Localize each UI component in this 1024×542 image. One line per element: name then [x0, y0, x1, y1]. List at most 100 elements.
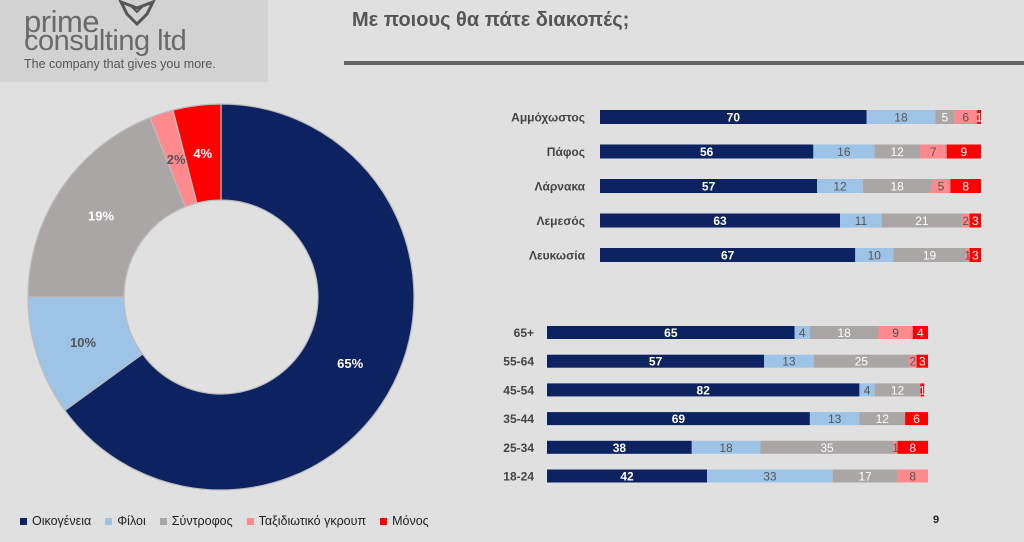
logo: prime consulting ltd The company that gi…: [0, 0, 268, 82]
bars-age-value-label: 18: [719, 441, 733, 455]
bars-region-value-label: 70: [727, 111, 741, 125]
bars-region-category-label: Λευκωσία: [529, 249, 586, 263]
bars-region-value-label: 5: [941, 111, 948, 125]
bars-age-bar-alone: [905, 412, 928, 426]
legend-label-family: Οικογένεια: [32, 514, 92, 528]
donut-slice-alone: [172, 103, 222, 204]
bars-age-bar-friends: [794, 326, 810, 339]
bars-region-value-label: 10: [868, 249, 882, 263]
bars-age-value-label: 9: [892, 326, 899, 340]
bars-region-bar-friends: [840, 213, 882, 228]
bars-age-category-label: 65+: [514, 326, 534, 340]
bars-region-value-label: 11: [855, 214, 868, 228]
legend-label-partner: Σύντροφος: [171, 514, 233, 528]
bars-age-bar-family: [547, 383, 860, 397]
legend-swatch-friends: [105, 517, 113, 525]
bars-region-value-label: 3: [972, 214, 979, 228]
bars-region-bar-family: [600, 179, 818, 193]
bars-age-bar-group: [908, 354, 917, 368]
bars-region-bar-group: [961, 213, 970, 228]
legend-item-group: Ταξιδιωτικό γκρουπ: [246, 514, 367, 528]
bars-age-category-label: 35-44: [503, 412, 534, 426]
bars-age-bar-friends: [764, 354, 814, 368]
bars-age-value-label: 65: [664, 326, 678, 340]
logo-tagline: The company that gives you more.: [24, 57, 216, 71]
legend-label-group: Ταξιδιωτικό γκρουπ: [258, 514, 367, 528]
bars-region-value-label: 5: [938, 180, 945, 194]
bars-region-value-label: 1: [964, 249, 971, 263]
bars-region-value-label: 57: [702, 180, 716, 194]
bars-region-value-label: 18: [894, 111, 908, 125]
bars-age-bar-family: [547, 412, 810, 426]
bars-age-value-label: 4: [917, 326, 924, 340]
legend-label-alone: Μόνος: [392, 514, 429, 528]
legend-item-alone: Μόνος: [380, 514, 429, 528]
legend-swatch-group: [246, 517, 254, 525]
bars-age-value-label: 13: [782, 355, 796, 369]
bars-region-value-label: 56: [700, 145, 714, 159]
legend-item-friends: Φίλοι: [105, 514, 146, 528]
bars-age-value-label: 1: [892, 441, 899, 455]
page-number: 9: [933, 514, 940, 526]
bars-region-value-label: 9: [961, 145, 968, 159]
bars-region-value-label: 3: [972, 249, 979, 263]
bars-age-category-label: 18-24: [503, 470, 534, 484]
donut-label-group: 2%: [167, 152, 186, 167]
bars-age-category-label: 25-34: [503, 441, 534, 455]
bars-age-bar-partner: [832, 469, 898, 483]
bars-age-value-label: 33: [763, 470, 777, 484]
bars-region-value-label: 63: [713, 214, 727, 228]
donut-label-family: 65%: [337, 356, 363, 371]
bars-age-value-label: 82: [697, 383, 711, 397]
bars-age-bar-friends: [691, 440, 761, 454]
bars-region-bar-friends: [866, 110, 936, 124]
bars-region-bar-alone: [977, 110, 981, 124]
bars-region-bar-family: [600, 213, 841, 228]
bars-region-bar-friends: [855, 248, 894, 262]
bars-age-value-label: 8: [909, 441, 916, 455]
legend-item-partner: Σύντροφος: [159, 514, 233, 528]
bars-age-bar-friends: [859, 383, 875, 397]
bars-age-bar-partner: [809, 326, 879, 339]
bars-region-bar-partner: [874, 144, 921, 159]
donut-label-alone: 4%: [193, 146, 212, 161]
bars-region-bar-family: [600, 144, 814, 159]
bars-age-value-label: 12: [876, 412, 890, 426]
bars-age-value-label: 6: [913, 412, 920, 426]
bars-region-bar-partner: [893, 248, 966, 262]
donut-chart: 65% 10% 19% 2% 4%: [27, 103, 415, 491]
bars-age-bar-group: [893, 440, 898, 454]
bars-region-bar-family: [600, 248, 856, 262]
bars-age-bar-family: [547, 440, 692, 454]
bars-region-value-label: 12: [833, 180, 847, 194]
logo-text-consulting: consulting ltd: [24, 25, 187, 57]
bars-age-value-label: 69: [672, 412, 686, 426]
bars-age-value-label: 12: [891, 383, 905, 397]
age-bar-chart: 65+ 65 4 18 9 455-64 57 13 25 2 345-54 82 4 12 135-44 6…: [503, 326, 928, 484]
bars-age-value-label: 2: [909, 355, 916, 369]
bars-region-category-label: Λεμεσός: [536, 214, 585, 228]
title-divider: [344, 61, 1024, 65]
bars-age-value-label: 4: [799, 326, 806, 340]
bars-age-bar-partner: [859, 412, 906, 426]
bars-region-value-label: 16: [837, 145, 851, 159]
bars-region-bar-group: [920, 144, 947, 159]
bars-age-bar-alone: [920, 383, 925, 397]
bars-region-bar-partner: [862, 179, 932, 193]
bars-region-bar-family: [600, 110, 867, 124]
bars-age-value-label: 8: [909, 470, 916, 484]
donut-slice-partner: [27, 116, 187, 298]
bars-age-bar-group: [878, 326, 913, 339]
bars-region-value-label: 8: [962, 180, 969, 194]
bars-region-bar-partner: [935, 110, 955, 124]
bars-age-value-label: 38: [613, 441, 627, 455]
bars-region-value-label: 7: [930, 145, 937, 159]
donut-label-friends: 10%: [70, 335, 96, 350]
bars-age-bar-group: [897, 469, 928, 483]
bars-region-value-label: 67: [721, 249, 735, 263]
bars-age-bar-family: [547, 469, 708, 483]
bars-region-value-label: 1: [976, 111, 983, 125]
bars-region-value-label: 12: [891, 145, 905, 159]
